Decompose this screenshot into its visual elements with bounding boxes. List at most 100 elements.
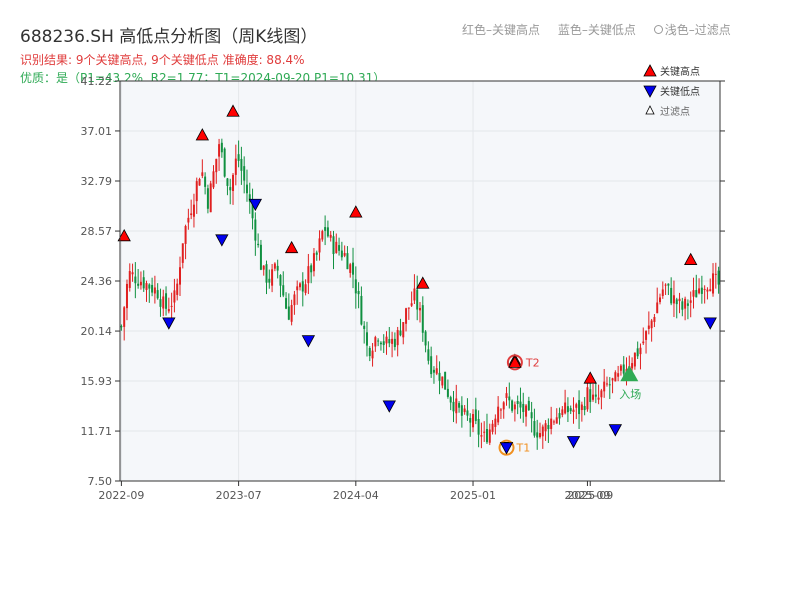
candle — [234, 144, 237, 186]
candle — [290, 299, 293, 326]
candle — [379, 341, 382, 351]
candle — [151, 277, 154, 297]
candle — [539, 422, 541, 439]
candle — [307, 253, 310, 295]
key-high-marker — [583, 371, 597, 384]
candle — [589, 379, 592, 413]
candle-body — [125, 283, 128, 309]
candle — [220, 138, 223, 158]
chart-title: 688236.SH 高低点分析图（周K线图） — [20, 27, 318, 47]
candle-body — [212, 171, 215, 188]
candle-body — [165, 293, 168, 309]
candle-body — [527, 400, 530, 411]
candle — [354, 266, 357, 309]
candle-body — [407, 307, 410, 309]
candle — [709, 278, 712, 292]
x-tick-label: 2025-09 — [567, 489, 613, 502]
key-high-marker — [284, 240, 299, 254]
candle — [134, 262, 137, 299]
candle-body — [438, 372, 441, 381]
candle-body — [522, 403, 525, 412]
candle-body — [452, 401, 455, 412]
candle — [516, 395, 519, 415]
candle — [650, 318, 653, 342]
candle — [592, 383, 595, 402]
candle — [536, 419, 539, 450]
candle — [229, 178, 232, 205]
candle — [181, 243, 184, 269]
candle — [564, 389, 567, 415]
y-tick-label: 20.14 — [81, 325, 113, 338]
candle-body — [505, 393, 508, 399]
candle-body — [614, 372, 617, 382]
candle-body — [474, 409, 477, 421]
candle — [312, 248, 315, 277]
candle-body — [458, 403, 461, 408]
candle — [438, 361, 441, 395]
candle — [131, 263, 134, 282]
y-tick-label: 32.79 — [81, 175, 113, 188]
candle — [544, 420, 547, 441]
candle-body — [539, 433, 541, 438]
candle — [156, 283, 159, 300]
candle — [678, 292, 681, 314]
candle-body — [159, 299, 162, 307]
candle — [374, 335, 377, 352]
candle-body — [483, 431, 486, 433]
candle-body — [206, 188, 209, 209]
candle-body — [293, 294, 296, 306]
color-key-blue: 蓝色–关键低点 — [557, 23, 636, 37]
candle — [139, 271, 142, 290]
candle — [184, 224, 187, 260]
candle-body — [502, 402, 505, 410]
candle-body — [396, 330, 399, 346]
candle-body — [192, 204, 195, 217]
candle — [672, 280, 675, 318]
t2-label: T2 — [525, 356, 540, 369]
candle-body — [550, 418, 553, 429]
candle-body — [349, 264, 352, 273]
legend-high-icon — [643, 64, 657, 77]
candle-body — [446, 388, 449, 397]
candle — [346, 246, 349, 270]
candle-body — [472, 414, 475, 428]
candle — [689, 291, 692, 318]
candle-body — [413, 288, 416, 301]
candle — [326, 220, 329, 238]
candle-body — [357, 290, 360, 295]
candle — [717, 266, 720, 294]
candle — [603, 368, 606, 398]
candle-body — [695, 290, 698, 298]
candle — [416, 275, 419, 321]
candle — [675, 297, 678, 319]
candle-body — [513, 404, 516, 410]
candle-body — [296, 286, 299, 291]
candle — [597, 384, 600, 405]
candle — [449, 395, 452, 411]
candle — [399, 318, 402, 337]
candle — [444, 371, 447, 390]
candle — [527, 396, 530, 411]
candle-body — [153, 287, 156, 294]
candle — [167, 297, 170, 314]
entry-label: 入场 — [619, 387, 641, 401]
candle — [287, 293, 290, 321]
candle — [301, 272, 304, 307]
candle-body — [611, 378, 614, 381]
candle-body — [179, 267, 181, 285]
candle-body — [670, 287, 673, 304]
x-tick-label: 2025-01 — [450, 489, 496, 502]
candle — [522, 392, 525, 423]
candle — [611, 377, 614, 394]
candle — [600, 388, 603, 410]
candle — [491, 420, 494, 435]
candle-body — [248, 194, 251, 202]
candle-body — [156, 290, 159, 299]
candle-body — [393, 338, 396, 347]
candle — [396, 326, 399, 357]
candle — [318, 230, 321, 261]
candle — [633, 352, 636, 370]
candle — [483, 421, 486, 442]
candle — [170, 292, 173, 322]
candle-body — [290, 305, 293, 322]
